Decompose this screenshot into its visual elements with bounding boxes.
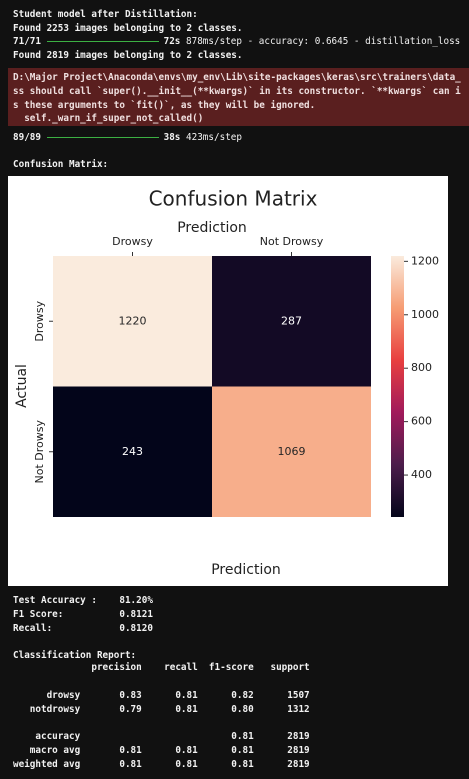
heatmap-cell xyxy=(53,386,212,517)
colorbar xyxy=(391,256,404,517)
stderr-block: D:\Major Project\Anaconda\envs\my_env\Li… xyxy=(8,68,469,126)
heatmap-cell xyxy=(212,256,371,387)
steps: 71/71 xyxy=(13,36,41,47)
colorbar-tick-label: 1000 xyxy=(411,308,439,321)
colorbar-tick-label: 1200 xyxy=(411,254,439,267)
report-row: weighted avg 0.81 0.81 0.81 2819 xyxy=(13,759,310,770)
warning-line: ss should call `super().__init__(**kwarg… xyxy=(13,86,461,97)
cell-label: 287 xyxy=(281,314,302,327)
heatmap-cell xyxy=(212,386,371,517)
y-tick-label: Drowsy xyxy=(33,300,46,341)
report-row: notdrowsy 0.79 0.81 0.80 1312 xyxy=(13,704,310,715)
chart-title: Confusion Matrix xyxy=(149,187,318,211)
colorbar-tick-label: 600 xyxy=(411,415,432,428)
warning-line: self._warn_if_super_not_called() xyxy=(13,113,204,124)
progress-line: 89/89 38s 423ms/step xyxy=(13,131,242,144)
log-line: Student model after Distillation: xyxy=(13,9,198,20)
progress-bar xyxy=(46,41,159,42)
heatmap-figure: Confusion Matrix Prediction Prediction A… xyxy=(8,176,448,586)
y-axis-label: Actual xyxy=(14,364,30,408)
time: 38s xyxy=(163,132,181,143)
cell-label: 243 xyxy=(122,445,143,458)
time: 72s xyxy=(163,36,181,47)
heatmap-cell xyxy=(53,256,212,387)
colorbar-tick-label: 800 xyxy=(411,361,432,374)
y-tick-label: Not Drowsy xyxy=(33,420,46,484)
log-line: Found 2819 images belonging to 2 classes… xyxy=(13,50,243,61)
report-row: drowsy 0.83 0.81 0.82 1507 xyxy=(13,690,310,701)
log-line: Confusion Matrix: xyxy=(13,159,109,170)
x-axis-label: Prediction xyxy=(211,562,281,578)
rest: 878ms/step - accuracy: 0.6645 - distilla… xyxy=(186,36,461,47)
metric-line: Recall: 0.8120 xyxy=(13,623,153,634)
cell-label: 1220 xyxy=(119,314,147,327)
x-tick-label: Not Drowsy xyxy=(260,235,324,248)
x-tick-label: Drowsy xyxy=(112,235,153,248)
progress-line: 71/71 72s 878ms/step - accuracy: 0.6645 … xyxy=(13,35,469,48)
report-row: macro avg 0.81 0.81 0.81 2819 xyxy=(13,745,310,756)
report-header: precision recall f1-score support xyxy=(13,662,310,673)
warning-line: s these arguments to `fit()`, as they wi… xyxy=(13,100,316,111)
x-axis-label-top: Prediction xyxy=(177,220,247,236)
report-row: accuracy 0.81 2819 xyxy=(13,731,310,742)
rest: 423ms/step xyxy=(186,132,242,143)
report-title: Classification Report: xyxy=(13,650,137,661)
warning-line: D:\Major Project\Anaconda\envs\my_env\Li… xyxy=(13,72,461,83)
metric-line: Test Accuracy : 81.20% xyxy=(13,595,153,606)
colorbar-tick-label: 400 xyxy=(411,468,432,481)
cell-label: 1069 xyxy=(278,445,306,458)
progress-bar xyxy=(46,137,159,138)
log-line: Found 2253 images belonging to 2 classes… xyxy=(13,23,243,34)
metric-line: F1 Score: 0.8121 xyxy=(13,609,153,620)
steps: 89/89 xyxy=(13,132,41,143)
